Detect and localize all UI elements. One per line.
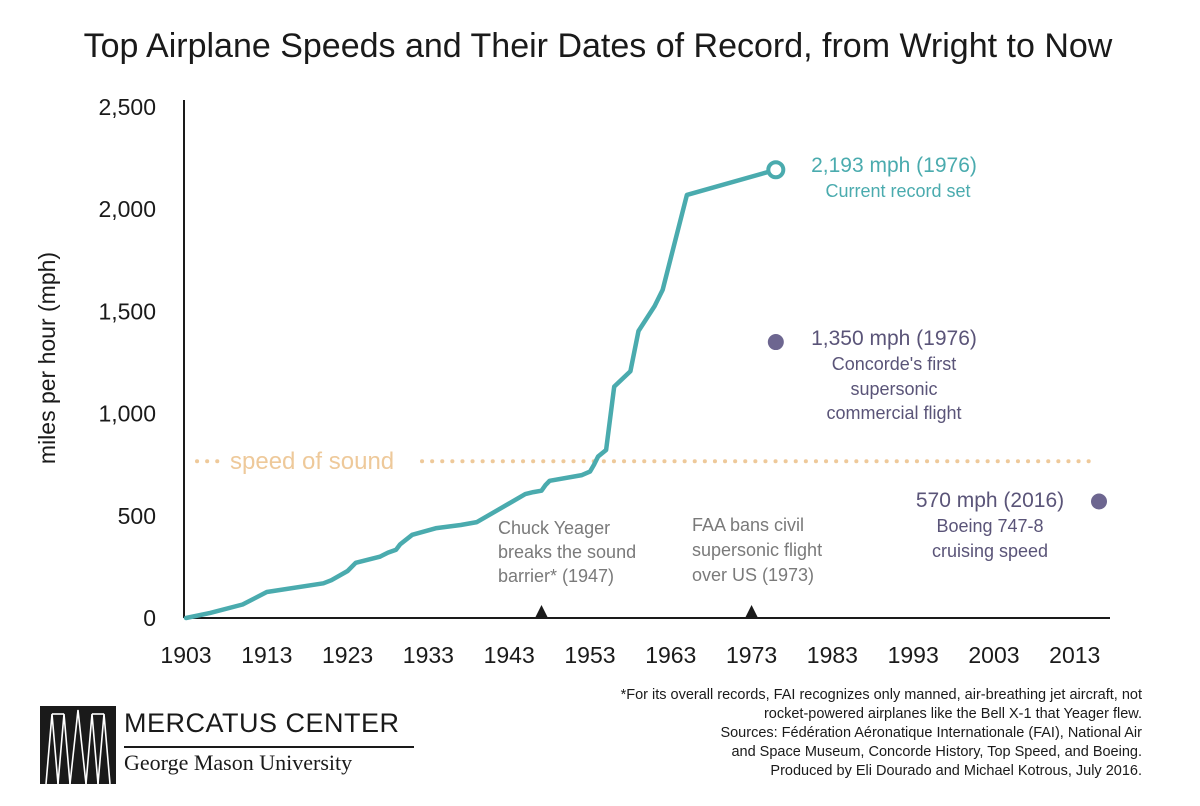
concorde-annotation: 1,350 mph (1976) Concorde's first supers… <box>811 327 977 423</box>
x-tick-label: 1993 <box>888 642 939 668</box>
faa-annotation-line1: FAA bans civil <box>692 515 804 535</box>
x-tick-label: 1953 <box>564 642 615 668</box>
mercatus-logo-mark-icon <box>40 706 116 784</box>
x-tick-label: 1983 <box>807 642 858 668</box>
record-annotation-line2: Current record set <box>825 181 970 201</box>
faa-annotation-line2: supersonic flight <box>692 540 822 560</box>
chart-title: Top Airplane Speeds and Their Dates of R… <box>84 27 1113 65</box>
yeager-annotation: Chuck Yeager breaks the sound barrier* (… <box>498 518 636 617</box>
concorde-annotation-line1: 1,350 mph (1976) <box>811 327 977 350</box>
speed-of-sound-label: speed of sound <box>230 448 394 475</box>
concorde-annotation-line4: commercial flight <box>826 403 961 423</box>
y-tick-label: 500 <box>118 503 156 529</box>
concorde-point-marker <box>767 334 784 351</box>
y-tick-label: 2,500 <box>98 94 156 120</box>
yeager-annotation-line1: Chuck Yeager <box>498 518 610 538</box>
x-tick-label: 1933 <box>403 642 454 668</box>
x-tick-label: 1963 <box>645 642 696 668</box>
y-axis-label: miles per hour (mph) <box>34 252 60 464</box>
record-point-marker <box>766 160 786 180</box>
logo-name: MERCATUS CENTER <box>124 708 400 738</box>
concorde-annotation-line3: supersonic <box>850 379 937 399</box>
y-tick-label: 0 <box>143 605 156 631</box>
x-tick-label: 2003 <box>968 642 1019 668</box>
record-annotation: 2,193 mph (1976) Current record set <box>811 154 977 201</box>
concorde-annotation-line2: Concorde's first <box>832 354 956 374</box>
y-tick-label: 1,000 <box>98 401 156 427</box>
y-tick-label: 1,500 <box>98 298 156 324</box>
faa-marker-triangle <box>745 605 758 617</box>
footnote-line2: rocket-powered airplanes like the Bell X… <box>763 706 1142 722</box>
boeing-point-marker <box>1091 493 1107 510</box>
record-annotation-line1: 2,193 mph (1976) <box>811 154 977 177</box>
boeing-annotation-line1: 570 mph (2016) <box>916 489 1064 512</box>
x-tick-label: 1913 <box>241 642 292 668</box>
yeager-annotation-line3: barrier* (1947) <box>498 566 614 586</box>
yeager-annotation-line2: breaks the sound <box>498 542 636 562</box>
x-tick-label: 1973 <box>726 642 777 668</box>
x-tick-label: 1923 <box>322 642 373 668</box>
y-axis-ticks: 0 500 1,000 1,500 2,000 2,500 <box>98 94 156 631</box>
logo-subtitle: George Mason University <box>124 750 353 775</box>
footnote: *For its overall records, FAI recognizes… <box>502 686 1142 781</box>
x-tick-label: 1943 <box>484 642 535 668</box>
mercatus-logo: MERCATUS CENTER George Mason University <box>40 706 420 786</box>
x-axis-ticks: 1903 1913 1923 1933 1943 1953 1963 1973 1983 1993… <box>160 642 1100 668</box>
footnote-line3: Sources: Fédération Aéronatique Internat… <box>720 725 1142 741</box>
series-line <box>183 167 779 621</box>
boeing-annotation-line2: Boeing 747-8 <box>936 516 1043 536</box>
footnote-line4: and Space Museum, Concorde History, Top … <box>731 744 1142 760</box>
faa-annotation: FAA bans civil supersonic flight over US… <box>692 515 822 617</box>
boeing-annotation: 570 mph (2016) Boeing 747-8 cruising spe… <box>916 489 1064 561</box>
speed-of-sound-line: speed of sound <box>195 448 1100 475</box>
x-tick-label: 2013 <box>1049 642 1100 668</box>
boeing-annotation-line3: cruising speed <box>932 541 1048 561</box>
y-tick-label: 2,000 <box>98 196 156 222</box>
logo-divider <box>124 746 414 748</box>
x-tick-label: 1903 <box>160 642 211 668</box>
faa-annotation-line3: over US (1973) <box>692 565 814 585</box>
yeager-marker-triangle <box>535 605 548 617</box>
footnote-line5: Produced by Eli Dourado and Michael Kotr… <box>770 763 1142 779</box>
footnote-line1: *For its overall records, FAI recognizes… <box>620 687 1142 703</box>
